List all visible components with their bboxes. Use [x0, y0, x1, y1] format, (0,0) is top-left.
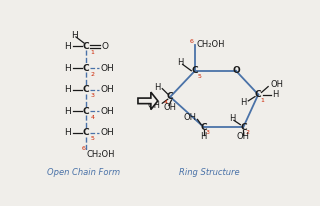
Polygon shape — [138, 92, 158, 110]
Text: H: H — [201, 132, 207, 141]
Text: 2: 2 — [90, 72, 94, 77]
Text: 1: 1 — [260, 98, 264, 103]
Text: 3: 3 — [206, 130, 210, 135]
Text: C: C — [255, 90, 261, 99]
Text: O: O — [101, 42, 108, 51]
Text: H: H — [64, 42, 71, 51]
Text: H: H — [64, 128, 71, 137]
Text: Open Chain Form: Open Chain Form — [47, 168, 121, 177]
Text: H: H — [64, 85, 71, 94]
Text: C: C — [200, 123, 207, 131]
Text: OH: OH — [237, 132, 250, 141]
Text: OH: OH — [100, 107, 114, 116]
Text: OH: OH — [147, 101, 160, 110]
Text: C: C — [167, 92, 173, 101]
Text: 5: 5 — [197, 74, 201, 79]
Text: C: C — [83, 85, 89, 94]
Text: OH: OH — [270, 81, 283, 89]
Text: 4: 4 — [164, 100, 168, 105]
Text: H: H — [71, 30, 78, 40]
Text: OH: OH — [100, 64, 114, 73]
Text: CH₂OH: CH₂OH — [197, 40, 226, 49]
Text: H: H — [64, 107, 71, 116]
Text: 3: 3 — [90, 93, 94, 98]
Text: C: C — [192, 66, 198, 75]
Text: OH: OH — [100, 128, 114, 137]
Text: H: H — [154, 83, 160, 91]
Text: CH₂OH: CH₂OH — [87, 150, 116, 159]
Text: OH: OH — [100, 85, 114, 94]
Text: C: C — [83, 107, 89, 116]
Text: 4: 4 — [90, 115, 94, 120]
Text: C: C — [83, 128, 89, 137]
Text: H: H — [229, 114, 235, 123]
Text: Ring Structure: Ring Structure — [179, 168, 239, 177]
Text: 6: 6 — [81, 146, 85, 151]
Text: C: C — [83, 64, 89, 73]
Text: H: H — [64, 64, 71, 73]
Text: C: C — [240, 123, 247, 131]
Text: 5: 5 — [90, 136, 94, 141]
Text: O: O — [232, 66, 240, 75]
Text: H: H — [273, 90, 279, 99]
Text: OH: OH — [184, 113, 197, 122]
Text: 1: 1 — [90, 50, 94, 55]
Text: H: H — [240, 98, 246, 107]
Text: H: H — [177, 58, 184, 67]
Text: 6: 6 — [190, 39, 194, 44]
Text: OH: OH — [164, 103, 177, 112]
Text: 2: 2 — [245, 130, 250, 135]
Text: C: C — [83, 42, 89, 51]
